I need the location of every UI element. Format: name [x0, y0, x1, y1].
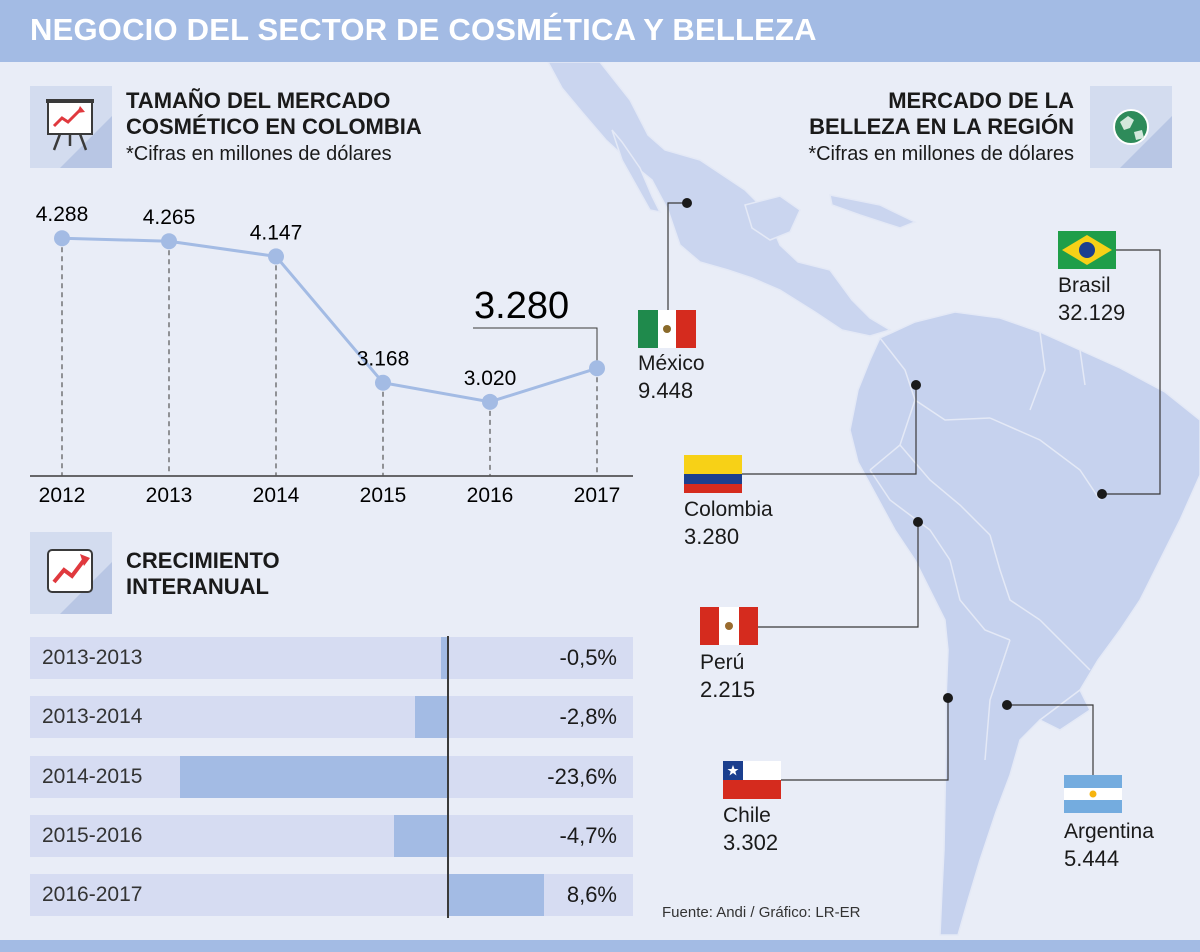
- zero-axis-line: [447, 636, 449, 918]
- chile-dot: [943, 693, 953, 703]
- chile-value: 3.302: [723, 830, 779, 855]
- mexico-dot: [682, 198, 692, 208]
- growth-arrow-icon: [30, 532, 112, 614]
- value-label-2016: 3.020: [464, 367, 517, 390]
- data-point-2016: [482, 393, 498, 410]
- highlight-value-2017: 3.280: [474, 285, 569, 327]
- presentation-chart-icon: [30, 86, 112, 168]
- bar-track-2013-2013: [30, 637, 633, 679]
- chile-flag: [723, 761, 781, 799]
- value-label-2012: 4.288: [36, 203, 89, 226]
- year-tick-2014: 2014: [253, 484, 300, 507]
- growth-title-line2: INTERANUAL: [126, 574, 269, 599]
- peru-name: Perú: [700, 651, 745, 674]
- source-note: Fuente: Andi / Gráfico: LR-ER: [662, 904, 861, 921]
- market-size-title-line1: TAMAÑO DEL MERCADO: [126, 88, 391, 113]
- bar-category-2013-2013: 2013-2013: [42, 646, 143, 669]
- yucatan: [744, 195, 801, 241]
- colombia-name: Colombia: [684, 498, 773, 521]
- header-banner: [0, 0, 1200, 62]
- market-size-subtitle: *Cifras en millones de dólares: [126, 143, 392, 165]
- brazil-dot: [1097, 489, 1107, 499]
- argentina-dot: [1002, 700, 1012, 710]
- cuba-island: [829, 194, 917, 229]
- argentina-value: 5.444: [1064, 846, 1120, 871]
- brazil-value: 32.129: [1058, 300, 1126, 325]
- value-label-2013: 4.265: [143, 206, 196, 229]
- colombia-flag: [684, 455, 742, 493]
- argentina-leader: [1007, 704, 1094, 775]
- bar-track-2015-2016: [30, 815, 633, 857]
- colombia-leader: [742, 385, 917, 475]
- year-tick-2013: 2013: [146, 484, 193, 507]
- globe-icon: [1090, 86, 1172, 168]
- bar-value-2016-2017: 8,6%: [566, 882, 617, 907]
- uruguay-coast: [1038, 688, 1091, 731]
- mexico-value: 9.448: [638, 378, 694, 403]
- bar-category-2015-2016: 2015-2016: [42, 824, 143, 847]
- growth-title-line1: CRECIMIENTO: [126, 548, 280, 573]
- bar-track-2013-2014: [30, 696, 633, 738]
- bar-category-2013-2014: 2013-2014: [42, 705, 143, 728]
- market-size-line-chart: 4.288 4.265 4.147 3.168 3.020 2012 2013 2014 20…: [30, 203, 633, 507]
- data-point-2012: [54, 230, 70, 247]
- country-borders: [869, 331, 1101, 761]
- page-title: NEGOCIO DEL SECTOR DE COSMÉTICA Y BELLEZ…: [30, 12, 817, 47]
- value-label-2014: 4.147: [250, 221, 303, 244]
- peru-leader: [758, 522, 919, 628]
- mexico-leader: [667, 202, 687, 310]
- peru-dot: [913, 517, 923, 527]
- bar-value-2014-2015: -23,6%: [547, 764, 617, 789]
- mexico-central-america-landmass: [546, 61, 892, 337]
- argentina-flag: [1064, 775, 1122, 813]
- year-tick-2016: 2016: [467, 484, 514, 507]
- brazil-leader: [1102, 249, 1161, 495]
- chile-name: Chile: [723, 804, 771, 827]
- bar-2013-2013: [441, 637, 447, 679]
- regional-title-line1: MERCADO DE LA: [888, 88, 1074, 113]
- data-point-2014: [268, 248, 284, 265]
- highlight-callout-line: [473, 327, 598, 361]
- bar-2013-2014: [415, 696, 447, 738]
- year-tick-2015: 2015: [360, 484, 407, 507]
- colombia-dot: [911, 380, 921, 390]
- regional-subtitle: *Cifras en millones de dólares: [808, 143, 1074, 165]
- footer-bar: [0, 940, 1200, 952]
- brazil-name: Brasil: [1058, 274, 1111, 297]
- bar-value-2013-2013: -0,5%: [559, 645, 617, 670]
- bar-category-2016-2017: 2016-2017: [42, 883, 143, 906]
- south-america-landmass: [849, 311, 1200, 936]
- bar-category-2014-2015: 2014-2015: [42, 765, 143, 788]
- bar-2016-2017: [447, 874, 545, 916]
- argentina-name: Argentina: [1064, 820, 1154, 843]
- data-point-2013: [161, 233, 177, 250]
- peru-value: 2.215: [700, 677, 756, 702]
- colombia-value: 3.280: [684, 524, 740, 549]
- brazil-flag: [1058, 231, 1116, 269]
- bar-value-2013-2014: -2,8%: [559, 704, 617, 729]
- bar-2014-2015: [180, 756, 447, 798]
- peru-flag: [700, 607, 758, 645]
- data-point-2015: [375, 374, 391, 391]
- year-tick-2017: 2017: [574, 484, 621, 507]
- market-size-title-line2: COSMÉTICO EN COLOMBIA: [126, 114, 422, 139]
- bar-value-2015-2016: -4,7%: [559, 823, 617, 848]
- year-tick-2012: 2012: [39, 484, 86, 507]
- baja-peninsula: [611, 129, 662, 214]
- bar-2015-2016: [393, 815, 447, 857]
- series-line: [61, 236, 598, 404]
- regional-title-line2: BELLEZA EN LA REGIÓN: [809, 114, 1074, 139]
- mexico-name: México: [638, 352, 705, 375]
- mexico-flag: [638, 310, 696, 348]
- data-point-2017: [589, 360, 605, 377]
- chile-leader: [781, 698, 949, 781]
- value-label-2015: 3.168: [357, 348, 410, 371]
